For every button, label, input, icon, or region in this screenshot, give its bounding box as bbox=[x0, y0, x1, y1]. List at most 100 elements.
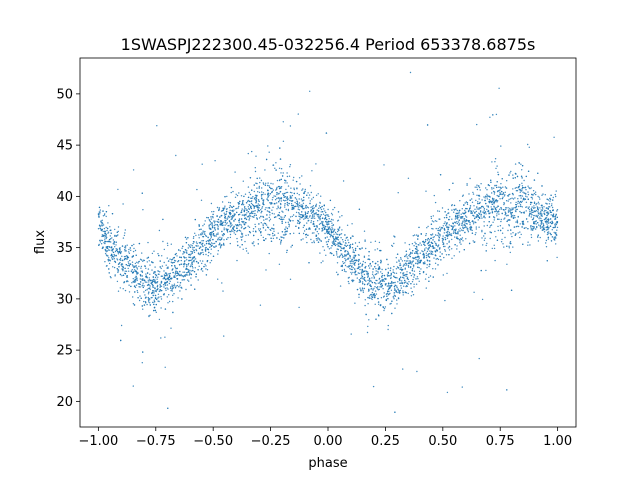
data-point bbox=[148, 277, 150, 279]
data-point bbox=[131, 261, 134, 263]
data-point bbox=[533, 226, 535, 228]
data-point bbox=[429, 275, 432, 277]
data-point bbox=[502, 193, 504, 195]
data-point bbox=[224, 196, 226, 198]
data-point bbox=[243, 195, 245, 198]
data-point bbox=[260, 193, 263, 196]
data-point bbox=[464, 212, 466, 215]
data-point bbox=[158, 318, 161, 321]
data-point bbox=[226, 222, 228, 224]
data-point bbox=[201, 267, 203, 270]
data-point bbox=[514, 197, 516, 199]
data-point bbox=[471, 232, 474, 234]
data-point bbox=[461, 208, 463, 210]
data-point bbox=[155, 289, 157, 291]
data-point bbox=[234, 196, 237, 198]
data-point bbox=[231, 216, 233, 218]
data-point bbox=[325, 214, 328, 216]
data-point bbox=[238, 205, 240, 208]
data-point bbox=[233, 225, 235, 228]
data-point bbox=[458, 214, 460, 216]
data-point bbox=[336, 248, 338, 250]
data-point bbox=[282, 121, 284, 123]
data-point bbox=[482, 211, 484, 213]
data-point bbox=[337, 230, 339, 233]
data-point bbox=[269, 186, 271, 189]
data-point bbox=[187, 268, 189, 271]
data-point bbox=[179, 270, 181, 273]
data-point bbox=[416, 251, 418, 253]
data-point bbox=[114, 234, 116, 237]
data-point bbox=[113, 241, 115, 244]
data-point bbox=[289, 197, 291, 199]
data-point bbox=[280, 200, 282, 202]
data-point bbox=[525, 210, 527, 212]
data-point bbox=[399, 279, 401, 282]
data-point bbox=[354, 242, 357, 244]
data-point bbox=[195, 276, 197, 278]
data-point bbox=[373, 287, 375, 290]
data-point bbox=[142, 284, 144, 286]
data-point bbox=[442, 274, 444, 276]
data-point bbox=[439, 255, 441, 258]
data-point bbox=[453, 255, 455, 257]
data-point bbox=[302, 232, 305, 235]
data-point bbox=[136, 277, 138, 279]
data-point bbox=[502, 243, 504, 245]
data-point bbox=[510, 233, 512, 235]
data-point bbox=[517, 225, 520, 228]
data-point bbox=[542, 193, 544, 195]
data-point bbox=[545, 202, 547, 204]
data-point bbox=[414, 248, 417, 250]
data-point bbox=[477, 214, 479, 217]
data-point bbox=[253, 190, 255, 193]
data-point bbox=[270, 237, 272, 239]
data-point bbox=[454, 236, 456, 238]
data-point bbox=[551, 203, 553, 205]
data-point bbox=[223, 227, 225, 229]
data-point bbox=[430, 237, 432, 239]
data-point bbox=[158, 296, 160, 298]
data-point bbox=[184, 274, 186, 276]
data-point bbox=[110, 241, 112, 243]
data-point bbox=[206, 260, 209, 262]
data-point bbox=[164, 277, 166, 280]
data-point bbox=[517, 215, 519, 218]
data-point bbox=[112, 251, 115, 254]
data-point bbox=[528, 206, 530, 208]
data-point bbox=[398, 289, 400, 292]
data-point bbox=[301, 206, 303, 208]
data-point bbox=[340, 265, 342, 267]
data-point bbox=[374, 294, 376, 297]
data-point bbox=[134, 278, 136, 281]
data-point bbox=[114, 275, 116, 277]
data-point bbox=[415, 278, 417, 280]
data-point bbox=[184, 236, 187, 239]
data-point bbox=[131, 264, 134, 266]
data-point bbox=[166, 287, 168, 289]
data-point bbox=[248, 216, 250, 218]
data-point bbox=[115, 255, 117, 257]
data-point bbox=[489, 231, 491, 233]
data-point bbox=[117, 290, 120, 292]
data-point bbox=[486, 208, 488, 211]
data-point bbox=[194, 218, 196, 221]
data-point bbox=[145, 296, 147, 298]
data-point bbox=[133, 280, 136, 282]
data-point bbox=[174, 266, 176, 269]
data-point bbox=[246, 212, 248, 214]
data-point bbox=[301, 204, 304, 206]
data-point bbox=[212, 230, 215, 233]
data-point bbox=[511, 209, 514, 211]
data-point bbox=[428, 241, 430, 243]
data-point bbox=[407, 283, 409, 285]
data-point bbox=[552, 216, 554, 218]
data-point bbox=[387, 283, 390, 285]
data-point bbox=[227, 228, 229, 231]
data-point bbox=[555, 190, 557, 192]
data-point bbox=[338, 227, 341, 229]
data-point bbox=[133, 243, 135, 246]
data-point bbox=[502, 196, 504, 198]
data-point bbox=[549, 200, 551, 202]
data-point bbox=[316, 225, 318, 227]
